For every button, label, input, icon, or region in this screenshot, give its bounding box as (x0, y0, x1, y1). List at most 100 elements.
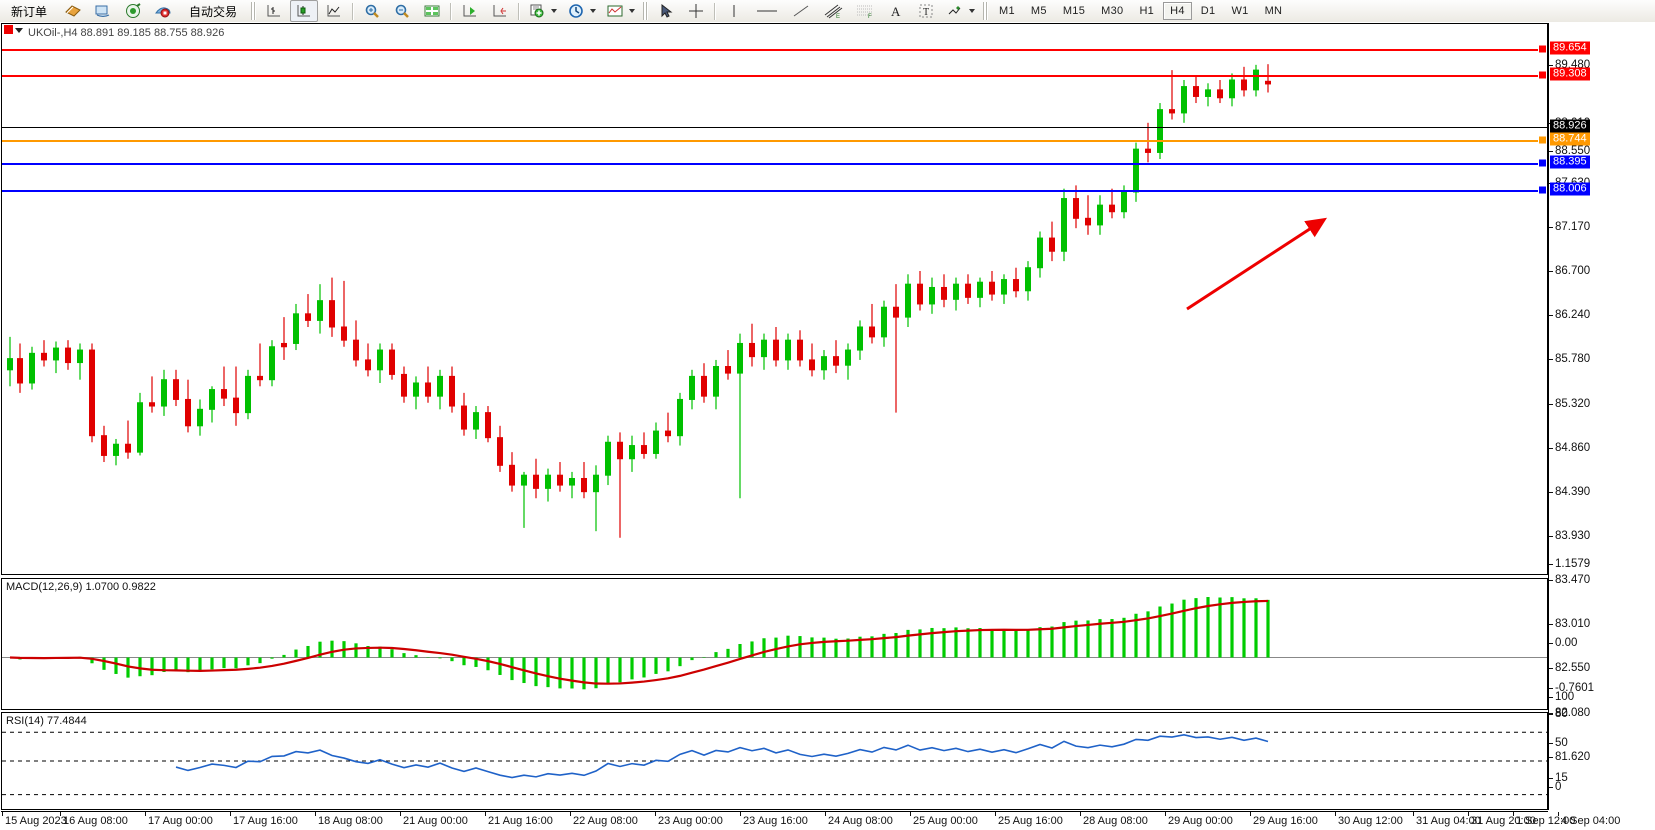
price-tag[interactable]: 89.654 (1550, 41, 1590, 55)
price-tag[interactable]: 88.744 (1550, 132, 1590, 146)
time-tick-label: 16 Aug 08:00 (63, 815, 128, 827)
candlestick-chart-icon[interactable] (290, 0, 319, 22)
bar-chart-icon[interactable] (260, 0, 288, 22)
rsi-tick-mark (1549, 743, 1553, 744)
toolbar-grip-timeframes[interactable] (983, 2, 989, 20)
terminal-icon[interactable] (89, 0, 117, 22)
svg-text:A: A (891, 4, 901, 19)
macd-tick-mark (1549, 564, 1553, 565)
price-tick-mark (1549, 271, 1553, 272)
price-tick-mark (1549, 359, 1553, 360)
price-tick-mark (1549, 315, 1553, 316)
chevron-down-icon[interactable] (551, 9, 558, 13)
trendline-icon[interactable] (786, 0, 816, 22)
level-handle-entry-level[interactable] (1538, 135, 1547, 145)
macd-tick-mark (1549, 643, 1553, 644)
rsi-plot (2, 731, 1547, 796)
signals-icon[interactable] (119, 0, 147, 22)
timeframe-w1[interactable]: W1 (1231, 5, 1249, 17)
price-tag[interactable]: 88.006 (1550, 182, 1590, 196)
paint-palette-icon[interactable] (59, 0, 87, 22)
macd-label: MACD(12,26,9) 1.0700 0.9822 (6, 581, 156, 593)
chart-container[interactable]: UKOil-,H4 88.891 89.185 88.755 88.926 MA… (0, 22, 1655, 830)
autotrade-icon[interactable] (149, 0, 177, 22)
time-tick-mark (230, 812, 231, 816)
price-axis[interactable]: 89.48087.63087.17086.70086.24085.78085.3… (1548, 23, 1654, 810)
time-axis[interactable]: 15 Aug 2023 16 Aug 08:00 17 Aug 00:00 17 Au… (1, 811, 1620, 830)
rsi-tick-label: 0 (1555, 781, 1562, 793)
vline-icon[interactable] (720, 0, 748, 22)
level-line-entry-level[interactable] (2, 140, 1547, 142)
chart-shift-icon[interactable] (486, 0, 514, 22)
timeframe-h1[interactable]: H1 (1139, 5, 1155, 17)
level-line-support-upper[interactable] (2, 163, 1547, 165)
level-handle-resistance-lower[interactable] (1538, 70, 1547, 80)
new-order-button[interactable]: 新订单 (1, 0, 57, 22)
level-line-resistance-upper[interactable] (2, 49, 1547, 51)
toolbar-separator (352, 2, 355, 20)
level-handle-support-lower[interactable] (1538, 185, 1547, 195)
time-tick-mark (1468, 812, 1469, 816)
rsi-label: RSI(14) 77.4844 (6, 715, 87, 727)
macd-tick-label: -0.7601 (1555, 682, 1595, 694)
timeframe-d1[interactable]: D1 (1200, 5, 1216, 17)
zoom-out-icon[interactable] (388, 0, 416, 22)
price-tick-label: 83.010 (1555, 618, 1591, 630)
chevron-down-icon-2[interactable] (590, 9, 597, 13)
period-icon[interactable] (563, 0, 600, 22)
autotrade-button[interactable]: 自动交易 (179, 0, 247, 22)
macd-tick-label: 0.00 (1555, 637, 1578, 649)
timeframe-h4[interactable]: H4 (1163, 2, 1192, 20)
cursor-icon[interactable] (652, 0, 680, 22)
toolbar-grip-charts[interactable] (251, 2, 257, 20)
chevron-down-icon-4[interactable] (969, 9, 976, 13)
time-tick-label: 22 Aug 08:00 (573, 815, 638, 827)
hline-icon[interactable] (750, 0, 784, 22)
time-tick-label: 24 Aug 08:00 (828, 815, 893, 827)
text-icon[interactable]: A (882, 0, 910, 22)
level-line-current-price[interactable] (2, 127, 1547, 128)
price-tick-mark (1549, 404, 1553, 405)
level-handle-support-upper[interactable] (1538, 158, 1547, 168)
fibo-icon[interactable]: F (850, 0, 880, 22)
text-label-icon[interactable]: T (912, 0, 940, 22)
price-tag[interactable]: 88.395 (1550, 155, 1590, 169)
chart-scroll-marker[interactable] (4, 25, 13, 34)
zoom-in-icon[interactable] (358, 0, 386, 22)
timeframe-m15[interactable]: M15 (1062, 5, 1086, 17)
price-tag[interactable]: 88.926 (1550, 119, 1590, 133)
price-pane[interactable]: UKOil-,H4 88.891 89.185 88.755 88.926 (1, 23, 1548, 575)
chevron-down-icon-3[interactable] (629, 9, 636, 13)
price-tick-mark (1549, 536, 1553, 537)
shapes-icon[interactable] (942, 0, 979, 22)
timeframe-m30[interactable]: M30 (1101, 5, 1124, 17)
macd-tick-label: 1.1579 (1555, 558, 1591, 570)
price-tag[interactable]: 89.308 (1550, 67, 1590, 81)
svg-text:T: T (923, 7, 929, 18)
timeframe-m5[interactable]: M5 (1030, 5, 1047, 17)
time-tick-label: 15 Aug 2023 (5, 815, 67, 827)
templates-icon[interactable] (602, 0, 639, 22)
autoscroll-icon[interactable] (456, 0, 484, 22)
macd-pane[interactable]: MACD(12,26,9) 1.0700 0.9822 (1, 578, 1548, 710)
time-tick-mark (315, 812, 316, 816)
equidistant-channel-icon[interactable]: E (818, 0, 848, 22)
indicators-icon[interactable] (524, 0, 561, 22)
chart-properties-arrow-icon[interactable] (15, 28, 23, 33)
time-tick-label: 17 Aug 00:00 (148, 815, 213, 827)
level-line-support-lower[interactable] (2, 190, 1547, 192)
level-line-resistance-lower[interactable] (2, 75, 1547, 77)
timeframe-group: M1 M5 M15 M30 H1 H4 D1 W1 MN (991, 2, 1290, 20)
timeframe-mn[interactable]: MN (1264, 5, 1283, 17)
time-tick-label: 23 Aug 16:00 (743, 815, 808, 827)
time-tick-label: 17 Aug 16:00 (233, 815, 298, 827)
data-window-icon[interactable] (418, 0, 446, 22)
toolbar-grip-tools[interactable] (643, 2, 649, 20)
annotation-layer[interactable] (2, 24, 1547, 574)
price-tick-label: 81.620 (1555, 751, 1591, 763)
rsi-pane[interactable]: RSI(14) 77.4844 (1, 712, 1548, 810)
line-chart-icon[interactable] (320, 0, 348, 22)
crosshair-icon[interactable] (682, 0, 710, 22)
timeframe-m1[interactable]: M1 (999, 5, 1015, 17)
level-handle-resistance-upper[interactable] (1538, 44, 1547, 54)
